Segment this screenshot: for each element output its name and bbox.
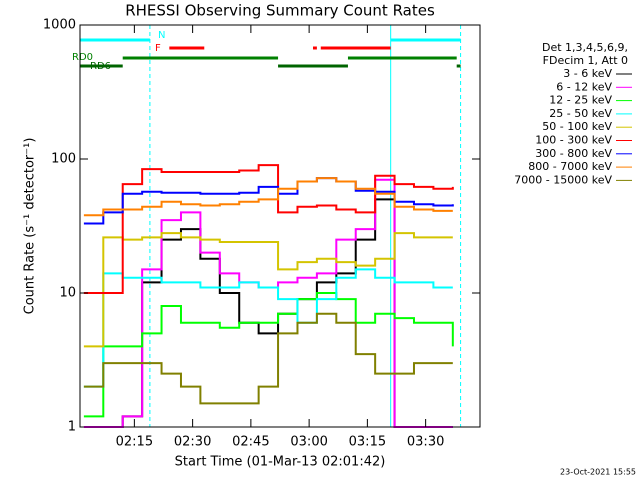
y-tick-label: 1000 [43, 18, 76, 33]
x-tick-label: 03:00 [290, 435, 327, 450]
legend-label: 3 - 6 keV [563, 67, 612, 80]
legend-title: FDecim 1, Att 0 [543, 54, 628, 67]
x-tick-label: 03:30 [407, 435, 444, 450]
y-tick-label: 10 [59, 286, 76, 301]
flag-label: RD6 [90, 61, 111, 72]
footer-date: 23-Oct-2021 15:55 [560, 468, 636, 477]
series-line [83, 268, 453, 388]
x-tick-label: 02:30 [174, 435, 211, 450]
legend-label: 800 - 7000 keV [528, 160, 612, 173]
legend-label: 6 - 12 keV [556, 80, 612, 93]
series-line [83, 178, 453, 428]
legend-label: 7000 - 15000 keV [514, 173, 612, 186]
x-axis-label: Start Time (01-Mar-13 02:01:42) [175, 455, 386, 470]
flag-label: F [155, 43, 161, 54]
legend-label: 300 - 800 keV [535, 147, 612, 160]
x-tick-label: 02:45 [232, 435, 269, 450]
series-line [83, 292, 454, 418]
flag-label: RD0 [72, 52, 93, 63]
legend-label: 25 - 50 keV [549, 107, 612, 120]
legend-title: Det 1,3,4,5,6,9, [542, 41, 628, 54]
flag-label: N [158, 30, 165, 41]
legend-label: 50 - 100 keV [542, 120, 612, 133]
x-tick-label: 03:15 [349, 435, 386, 450]
legend-label: 100 - 300 keV [535, 134, 612, 147]
y-tick-label: 100 [51, 152, 76, 167]
series-line [83, 312, 453, 405]
plot-frame [79, 24, 481, 428]
legend-label: 12 - 25 keV [549, 94, 612, 107]
chart-title: RHESSI Observing Summary Count Rates [125, 2, 435, 20]
series-line [83, 177, 453, 217]
series-line [83, 164, 454, 294]
y-tick-label: 1 [68, 420, 76, 435]
y-axis-label: Count Rate (s⁻¹ detector⁻¹) [23, 138, 38, 315]
x-tick-label: 02:15 [116, 435, 153, 450]
series-line [83, 232, 453, 348]
